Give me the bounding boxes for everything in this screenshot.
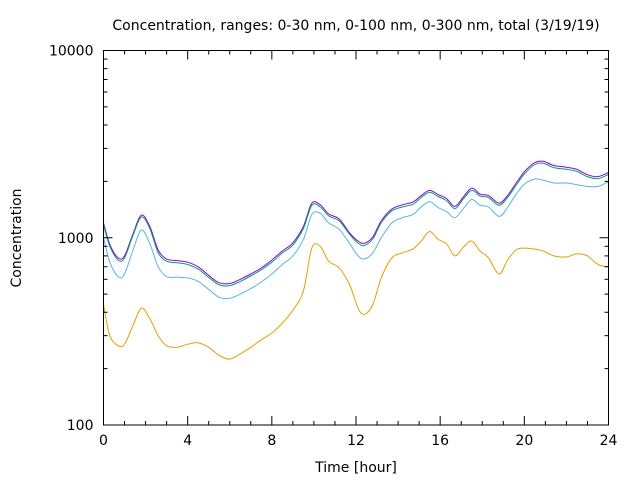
x-tick-label: 24 xyxy=(600,433,618,449)
series-line-0-30-nm xyxy=(103,231,609,360)
series-layer xyxy=(103,160,609,360)
x-tick-label: 8 xyxy=(267,433,276,449)
y-axis-label: Concentration xyxy=(9,188,25,287)
plot-frame xyxy=(103,50,609,426)
x-tick-label: 12 xyxy=(347,433,365,449)
x-axis-label: Time [hour] xyxy=(314,460,397,476)
series-line-total xyxy=(103,160,609,285)
y-tick-label: 10000 xyxy=(49,44,94,60)
series-line-0-100-nm xyxy=(103,178,609,300)
y-tick-label: 100 xyxy=(67,418,94,434)
x-tick-label: 4 xyxy=(183,433,192,449)
tick-layer: 0 4 8 12 16 20 24 100 1000 10000 xyxy=(49,44,618,450)
x-tick-label: 20 xyxy=(515,433,533,449)
y-tick-label: 1000 xyxy=(58,231,94,247)
x-tick-label: 0 xyxy=(99,433,108,449)
chart-title: Concentration, ranges: 0-30 nm, 0-100 nm… xyxy=(112,18,599,34)
series-line-0-300-nm xyxy=(103,162,609,287)
x-tick-label: 16 xyxy=(431,433,449,449)
